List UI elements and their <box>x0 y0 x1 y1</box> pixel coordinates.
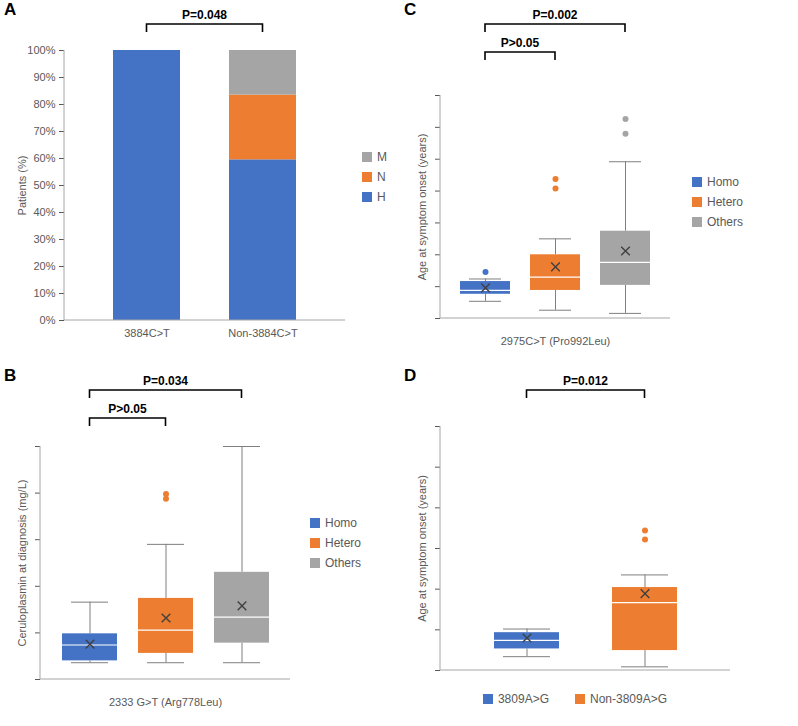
svg-text:Ceruloplasmin at diagnosis (mg: Ceruloplasmin at diagnosis (mg/L) <box>16 480 28 647</box>
svg-text:90%: 90% <box>33 71 55 83</box>
html-text:Hetero: Hetero <box>707 195 743 209</box>
svg-text:30%: 30% <box>33 233 55 245</box>
html-text:C: C <box>404 0 417 19</box>
svg-text:0%: 0% <box>40 314 56 326</box>
html-text:H: H <box>377 190 386 204</box>
svg-text:P=0.012: P=0.012 <box>563 374 608 388</box>
svg-text:Non-3884C>T: Non-3884C>T <box>228 327 298 339</box>
svg-text:2333 G>T (Arg778Leu): 2333 G>T (Arg778Leu) <box>109 696 222 708</box>
svg-text:P>0.05: P>0.05 <box>108 402 147 416</box>
svg-text:50%: 50% <box>33 179 55 191</box>
svg-text:70%: 70% <box>33 125 55 137</box>
html-text:D: D <box>404 366 417 385</box>
svg-text:P=0.034: P=0.034 <box>143 374 188 388</box>
html-text:M: M <box>377 150 387 164</box>
html-text:Hetero: Hetero <box>325 536 361 550</box>
svg-text:P=0.048: P=0.048 <box>182 8 227 22</box>
html-text:N: N <box>377 170 386 184</box>
svg-text:20%: 20% <box>33 260 55 272</box>
svg-text:2975C>T (Pro992Leu): 2975C>T (Pro992Leu) <box>501 335 611 347</box>
html-text:Homo: Homo <box>707 175 739 189</box>
svg-text:Patients (%): Patients (%) <box>16 156 28 216</box>
svg-text:60%: 60% <box>33 152 55 164</box>
svg-text:80%: 80% <box>33 98 55 110</box>
svg-text:10%: 10% <box>33 287 55 299</box>
html-text:A: A <box>4 0 17 19</box>
svg-text:P>0.05: P>0.05 <box>501 36 540 50</box>
svg-text:40%: 40% <box>33 206 55 218</box>
html-text:Non-3809A>G: Non-3809A>G <box>590 692 667 706</box>
svg-text:100%: 100% <box>27 44 55 56</box>
svg-text:P=0.002: P=0.002 <box>532 8 577 22</box>
html-text:3809A>G: 3809A>G <box>497 692 549 706</box>
html-text:Homo: Homo <box>325 516 357 530</box>
svg-text:Age at symptom onset (years): Age at symptom onset (years) <box>416 475 428 622</box>
svg-text:3884C>T: 3884C>T <box>124 327 170 339</box>
html-text:Others: Others <box>325 556 361 570</box>
html-text:Others: Others <box>707 215 743 229</box>
html-text:B: B <box>4 366 17 385</box>
svg-text:Age at symptom onset (years): Age at symptom onset (years) <box>416 134 428 281</box>
